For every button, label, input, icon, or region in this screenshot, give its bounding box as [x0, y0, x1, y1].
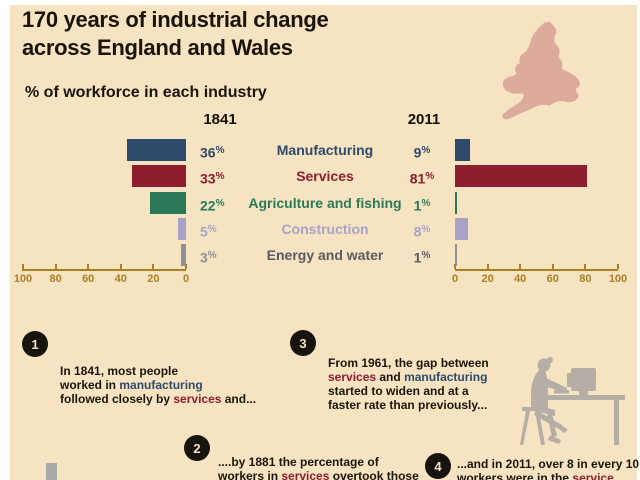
- category-label-row5: Energy and water: [266, 247, 384, 263]
- note-3-text: From 1961, the gap between: [328, 356, 489, 370]
- value-2011-row5: 1%: [413, 249, 431, 266]
- axis-2011-label-60: 60: [546, 273, 559, 285]
- category-label-row4: Construction: [281, 221, 369, 237]
- axis-2011-tick-80: [584, 264, 587, 269]
- note-text-3: From 1961, the gap between services and …: [328, 356, 518, 412]
- bar-1841-row4: [178, 218, 186, 240]
- note-badge-3: 3: [290, 330, 316, 356]
- note-1-highlight: manufacturing: [119, 378, 203, 392]
- note-text-1: In 1841, most people worked in manufactu…: [60, 364, 270, 406]
- axis-1841-tick-0: [185, 264, 187, 269]
- note-2-text: ....by 1881 the percentage of workers in: [218, 455, 379, 480]
- year-header-2011: 2011: [407, 111, 441, 128]
- note-3-text: started to widen and at a faster rate th…: [328, 384, 488, 412]
- bar-2011-row3: [455, 192, 457, 214]
- note-4-text: ...and in 2011, over 8 in every 10 worke…: [457, 457, 640, 480]
- axis-2011-line: [455, 269, 618, 271]
- category-label-row3: Agriculture and fishing: [248, 195, 402, 211]
- note-text-4: ...and in 2011, over 8 in every 10 worke…: [457, 457, 640, 480]
- note-3-text: and: [376, 370, 405, 384]
- note-text-2: ....by 1881 the percentage of workers in…: [218, 455, 423, 480]
- bar-1841-row3: [150, 192, 186, 214]
- value-2011-row4: 8%: [413, 223, 431, 240]
- note-3-highlight: services: [328, 370, 377, 384]
- note-badge-2: 2: [184, 435, 210, 461]
- value-1841-row3: 22%: [200, 197, 225, 214]
- axis-2011-tick-20: [486, 264, 489, 269]
- axis-2011-label-100: 100: [608, 273, 628, 285]
- note-2-text: overtook those: [329, 469, 419, 480]
- note-3-highlight: manufacturing: [404, 370, 488, 384]
- axis-2011-label-40: 40: [514, 273, 527, 285]
- bar-1841-row2: [132, 165, 186, 187]
- value-1841-row1: 36%: [200, 144, 225, 161]
- note-4-highlight: service: [572, 471, 614, 480]
- value-1841-row4: 5%: [200, 223, 217, 240]
- axis-1841-label-40: 40: [114, 273, 127, 285]
- office-worker-silhouette-icon: [520, 357, 625, 445]
- axis-1841-tick-20: [152, 264, 155, 269]
- axis-1841-label-20: 20: [147, 273, 160, 285]
- bottom-chart-partial-bar: [46, 463, 57, 480]
- category-label-row1: Manufacturing: [276, 142, 374, 158]
- bar-2011-row2: [455, 165, 587, 187]
- page-title-line2: across England and Wales: [22, 35, 293, 60]
- year-header-1841: 1841: [203, 111, 237, 128]
- value-2011-row1: 9%: [413, 144, 431, 161]
- note-1-text: In 1841, most people worked in: [60, 364, 179, 392]
- axis-1841-line: [22, 269, 186, 271]
- axis-2011-tick-40: [519, 264, 522, 269]
- axis-1841-tick-60: [87, 264, 90, 269]
- bar-2011-row5: [455, 244, 457, 266]
- category-label-row2: Services: [296, 168, 354, 184]
- axis-2011-tick-60: [551, 264, 554, 269]
- england-wales-map-icon: [502, 21, 580, 120]
- page-title-line1: 170 years of industrial change: [22, 7, 329, 32]
- chart-subtitle: % of workforce in each industry: [25, 84, 267, 101]
- note-1-text: and...: [221, 392, 257, 406]
- axis-2011-label-0: 0: [451, 273, 459, 285]
- axis-1841-tick-80: [54, 264, 57, 269]
- bar-1841-row5: [181, 244, 186, 266]
- bar-2011-row4: [455, 218, 468, 240]
- note-4-text: ...: [613, 471, 624, 480]
- bar-1841-row1: [127, 139, 186, 161]
- axis-1841-tick-100: [22, 264, 24, 269]
- note-2-highlight: services: [281, 469, 330, 480]
- axis-2011-tick-0: [454, 264, 456, 269]
- axis-1841-label-60: 60: [82, 273, 95, 285]
- axis-1841-label-0: 0: [182, 273, 190, 285]
- axis-2011-label-80: 80: [579, 273, 592, 285]
- note-1-text: followed closely by: [60, 392, 171, 406]
- note-badge-4: 4: [425, 453, 451, 479]
- value-1841-row2: 33%: [200, 170, 225, 187]
- axis-2011-tick-100: [617, 264, 619, 269]
- note-badge-1: 1: [22, 331, 48, 357]
- page-title: 170 years of industrial change across En…: [22, 6, 329, 62]
- bar-2011-row1: [455, 139, 470, 161]
- axis-1841-tick-40: [119, 264, 122, 269]
- value-1841-row5: 3%: [200, 249, 217, 266]
- value-2011-row3: 1%: [413, 197, 431, 214]
- axis-1841-label-80: 80: [49, 273, 62, 285]
- note-1-highlight: services: [173, 392, 222, 406]
- axis-1841-label-100: 100: [13, 273, 33, 285]
- axis-2011-label-20: 20: [481, 273, 494, 285]
- value-2011-row2: 81%: [409, 170, 435, 187]
